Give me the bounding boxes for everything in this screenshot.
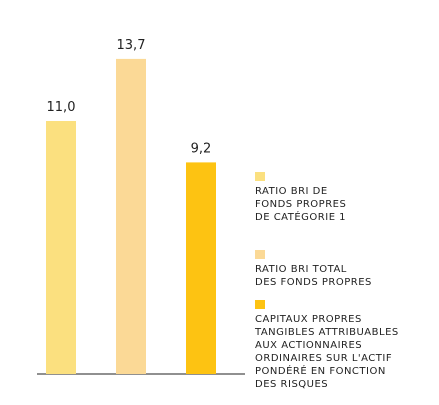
legend-swatch (255, 172, 265, 181)
bar (116, 58, 146, 375)
legend-entry: RATIO BRI DE FONDS PROPRES DE CATÉGORIE … (255, 172, 346, 224)
legend-label: RATIO BRI TOTAL DES FONDS PROPRES (255, 264, 372, 288)
bar (186, 162, 216, 374)
value-label: 9,2 (191, 141, 212, 156)
value-label: 11,0 (47, 100, 76, 115)
legend-entry: CAPITAUX PROPRES TANGIBLES ATTRIBUABLES … (255, 300, 399, 391)
legend-swatch (255, 250, 265, 259)
legend-entry: RATIO BRI TOTAL DES FONDS PROPRES (255, 250, 372, 289)
legend-label: RATIO BRI DE FONDS PROPRES DE CATÉGORIE … (255, 186, 347, 223)
legend-label: CAPITAUX PROPRES TANGIBLES ATTRIBUABLES … (255, 314, 399, 390)
value-label: 13,7 (117, 38, 146, 53)
legend-swatch (255, 300, 265, 309)
bar (46, 121, 76, 374)
